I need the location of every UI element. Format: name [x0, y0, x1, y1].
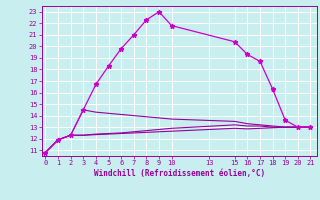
X-axis label: Windchill (Refroidissement éolien,°C): Windchill (Refroidissement éolien,°C) [94, 169, 265, 178]
